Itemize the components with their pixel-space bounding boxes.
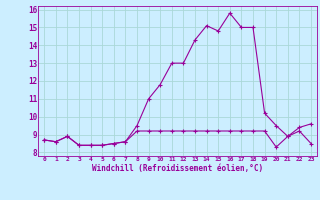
X-axis label: Windchill (Refroidissement éolien,°C): Windchill (Refroidissement éolien,°C) [92,164,263,173]
